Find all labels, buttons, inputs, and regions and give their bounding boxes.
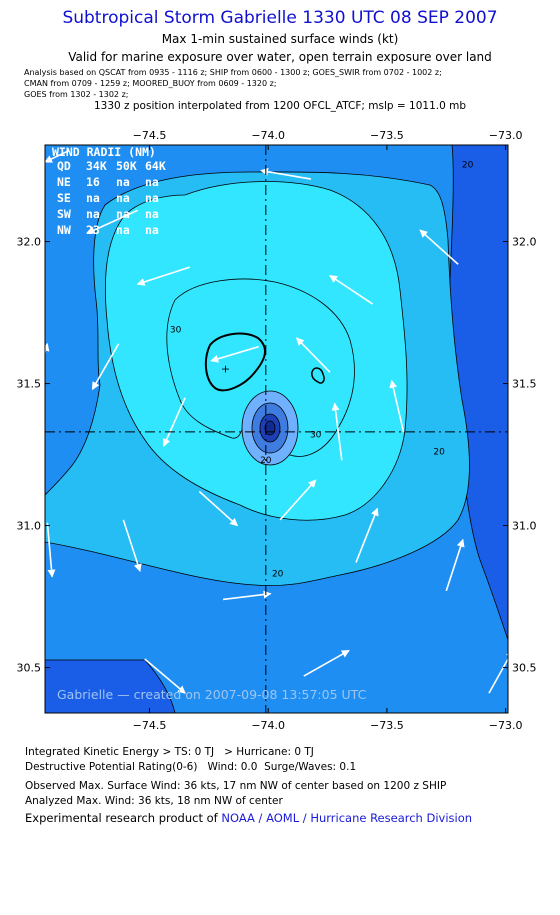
axis-ticks: −74.5 −74.5 −74.0 −74.0 −73.5 −73.5 −73.0 −73.0… <box>17 129 537 732</box>
dpr-line: Destructive Potential Rating(0-6) Wind: … <box>25 761 356 773</box>
wind-radii-header-1: QD <box>57 159 71 173</box>
x-tick-label-bottom-2: −74.0 <box>251 719 285 732</box>
wind-radii-cell-3-4: na <box>145 207 159 221</box>
y-tick-label-right-3: 31.5 <box>512 378 537 391</box>
chart-title: Subtropical Storm Gabrielle 1330 UTC 08 … <box>62 8 498 28</box>
x-tick-label-bottom-3: −73.5 <box>370 719 404 732</box>
hrd-link[interactable]: NOAA / AOML / Hurricane Research Divisio… <box>221 811 473 825</box>
y-tick-label-right-4: 32.0 <box>512 236 537 249</box>
wind-vector-11 <box>389 379 405 433</box>
wind-vector-10 <box>295 337 331 373</box>
y-tick-label-left-3: 31.5 <box>17 378 42 391</box>
wind-vector-15 <box>198 490 239 527</box>
chart-subtitle: Max 1-min sustained surface winds (kt) <box>161 32 399 46</box>
wind-radii-cell-3-1: SW <box>57 207 71 221</box>
position-note: 1330 z position interpolated from 1200 O… <box>93 100 467 112</box>
wind-radii-cell-4-1: NW <box>57 223 71 237</box>
x-tick-label-top-2: −74.0 <box>251 129 285 142</box>
wind-vectors <box>45 149 508 694</box>
chart-watermark: Gabrielle — created on 2007-09-08 13:57:… <box>57 687 367 702</box>
x-tick-label-top-3: −73.5 <box>370 129 404 142</box>
source-line-2: CMAN from 0709 - 1259 z; MOORED_BUOY fro… <box>24 79 277 88</box>
wind-radii-cell-4-3: na <box>116 223 130 237</box>
contour-label-4: 30 <box>310 431 322 441</box>
wind-radii-table: WIND RADII (NM) QD 34K 50K 64K NE 16 na na SE na n… <box>52 145 166 237</box>
product-credit: Experimental research product of NOAA / … <box>25 811 472 825</box>
wind-radii-cell-2-1: SE <box>57 191 71 205</box>
contour-label-2: 30 <box>170 325 182 335</box>
wind-vector-22 <box>303 649 350 677</box>
wind-vector-14 <box>279 479 317 521</box>
wind-vector-3 <box>86 209 138 234</box>
y-tick-label-left-1: 30.5 <box>17 662 42 675</box>
x-tick-label-top-4: −73.0 <box>489 129 523 142</box>
dpr-wind: Wind: 0.0 <box>207 761 258 773</box>
wind-vector-2 <box>260 167 312 180</box>
observed-max-wind: Observed Max. Surface Wind: 36 kts, 17 n… <box>25 780 447 792</box>
wind-radii-title: WIND RADII (NM) <box>52 145 156 159</box>
contour-label-6: 20 <box>272 570 284 580</box>
wind-radii-header-2: 34K <box>86 159 107 173</box>
contour-label-1: 20 <box>462 161 474 171</box>
wind-radii-cell-3-2: na <box>86 207 100 221</box>
x-tick-label-top-1: −74.5 <box>133 129 167 142</box>
wind-vector-23 <box>488 649 508 694</box>
wind-radii-cell-2-4: na <box>145 191 159 205</box>
contour-label-5: 20 <box>433 448 445 458</box>
ike-ts: Integrated Kinetic Energy > TS: 0 TJ <box>25 746 215 758</box>
wind-vector-4 <box>419 229 459 265</box>
wind-vector-17 <box>46 522 56 578</box>
y-tick-label-right-1: 30.5 <box>512 662 537 675</box>
analyzed-max-wind: Analyzed Max. Wind: 36 kts, 18 nm NW of … <box>25 795 283 807</box>
wind-vector-21 <box>144 658 186 694</box>
source-line-1: Analysis based on QSCAT from 0935 - 1116… <box>24 68 442 77</box>
wind-vector-19 <box>445 538 465 592</box>
x-tick-label-bottom-1: −74.5 <box>133 719 167 732</box>
wind-radii-cell-1-4: na <box>145 175 159 189</box>
max-wind-contour-small <box>311 367 325 384</box>
wind-vector-1 <box>45 149 70 163</box>
wind-vector-13 <box>331 402 343 461</box>
wind-radii-cell-4-4: na <box>145 223 159 237</box>
wind-radii-header-3: 50K <box>116 159 137 173</box>
wind-vector-8 <box>91 343 120 391</box>
plot-frame <box>44 144 509 714</box>
wind-vector-20 <box>222 590 272 601</box>
product-prefix: Experimental research product of <box>25 811 218 825</box>
dpr-surge: Surge/Waves: 0.1 <box>264 761 357 773</box>
wind-vector-18 <box>122 519 142 572</box>
ike-line: Integrated Kinetic Energy > TS: 0 TJ > H… <box>25 746 314 758</box>
wind-vector-6 <box>329 274 374 305</box>
core-eye <box>264 420 276 436</box>
wind-radii-header-4: 64K <box>145 159 166 173</box>
plot-area: 20 30 20 30 20 20 + WIND RADII (NM) QD 34K 50K 6… <box>45 145 508 713</box>
wind-vector-9 <box>210 345 259 363</box>
wind-radii-cell-1-3: na <box>116 175 130 189</box>
wind-radii-cell-2-3: na <box>116 191 130 205</box>
ike-hurricane: > Hurricane: 0 TJ <box>224 746 314 758</box>
wind-vector-5 <box>136 266 191 286</box>
y-tick-label-right-2: 31.0 <box>512 520 537 533</box>
y-tick-label-left-2: 31.0 <box>17 520 42 533</box>
y-tick-label-left-4: 32.0 <box>17 236 42 249</box>
wind-radii-cell-1-2: 16 <box>86 175 100 189</box>
source-line-3: GOES from 1302 - 1302 z; <box>24 90 129 99</box>
wind-radii-cell-1-1: NE <box>57 175 71 189</box>
validity-note: Valid for marine exposure over water, op… <box>68 50 492 64</box>
max-wind-marker: + <box>221 362 230 375</box>
contour-label-3: 20 <box>260 456 272 466</box>
x-tick-label-bottom-4: −73.0 <box>489 719 523 732</box>
wind-radii-cell-3-3: na <box>116 207 130 221</box>
wind-radii-cell-4-2: 23 <box>86 223 100 237</box>
max-wind-contour <box>204 332 266 392</box>
contour-labels: 20 30 20 30 20 20 <box>170 161 474 580</box>
dpr-label: Destructive Potential Rating(0-6) <box>25 761 198 773</box>
wind-vector-12 <box>162 397 186 447</box>
wind-vector-16 <box>355 507 379 563</box>
wind-radii-cell-2-2: na <box>86 191 100 205</box>
